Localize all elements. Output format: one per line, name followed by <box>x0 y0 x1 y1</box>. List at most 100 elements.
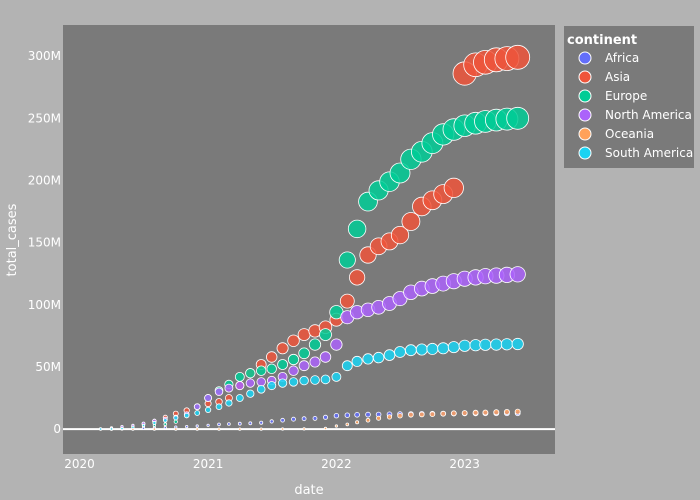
data-point <box>152 427 156 431</box>
series-south-america <box>99 337 524 431</box>
legend-item: South America <box>578 146 693 160</box>
data-point <box>319 328 332 342</box>
data-point <box>372 351 385 364</box>
legend-marker <box>578 70 592 84</box>
data-point <box>447 341 460 354</box>
data-point <box>235 394 244 402</box>
data-point <box>235 381 245 391</box>
data-point <box>354 411 360 418</box>
legend-item: North America <box>578 108 692 122</box>
legend-marker <box>578 127 592 141</box>
data-point <box>479 338 492 351</box>
data-point <box>362 353 374 365</box>
data-point <box>224 383 234 393</box>
data-point <box>347 219 367 239</box>
data-point <box>450 410 457 417</box>
data-point <box>256 377 266 387</box>
data-point <box>312 415 318 421</box>
legend-label: Africa <box>605 51 639 65</box>
data-point <box>109 427 114 431</box>
data-point <box>297 328 311 342</box>
data-markers <box>99 44 531 431</box>
x-axis-title: date <box>294 483 323 498</box>
data-point <box>500 338 513 351</box>
data-point <box>256 384 266 394</box>
data-point <box>259 427 263 431</box>
data-point <box>131 425 135 429</box>
data-point <box>248 421 253 426</box>
data-point <box>461 410 468 416</box>
data-point <box>266 363 277 375</box>
data-point <box>493 409 500 416</box>
data-point <box>509 266 526 283</box>
legend-label: Oceania <box>605 127 654 141</box>
data-point <box>174 427 178 431</box>
data-point <box>408 411 414 418</box>
legend-label: Asia <box>605 70 630 84</box>
data-point <box>277 359 289 370</box>
data-point <box>163 418 168 423</box>
data-point <box>386 414 393 420</box>
data-point <box>344 412 350 418</box>
x-tick-label: 2023 <box>449 457 480 471</box>
data-point <box>426 342 439 355</box>
data-point <box>323 426 328 430</box>
data-point <box>280 427 285 431</box>
data-point <box>404 344 417 357</box>
data-point <box>299 375 309 386</box>
data-point <box>215 403 223 411</box>
data-point <box>204 394 213 402</box>
data-point <box>418 411 425 418</box>
data-point <box>214 387 224 396</box>
legend: continent Africa Asia Europe North America O… <box>564 26 694 168</box>
data-point <box>163 425 167 430</box>
legend-label: North America <box>605 108 692 122</box>
data-point <box>397 413 403 419</box>
data-point <box>355 420 360 425</box>
legend-marker <box>578 146 592 160</box>
data-point <box>185 424 189 429</box>
data-point <box>256 365 267 376</box>
data-point <box>225 399 233 407</box>
data-point <box>458 339 471 352</box>
data-point <box>276 342 289 355</box>
data-point <box>333 413 340 419</box>
data-point <box>440 410 447 417</box>
data-point <box>206 423 210 427</box>
data-point <box>217 422 221 427</box>
legend-label: South America <box>605 146 693 160</box>
data-point <box>429 411 436 418</box>
y-tick-label: 150M <box>28 236 61 250</box>
y-tick-label: 200M <box>28 173 61 187</box>
data-point <box>163 422 168 427</box>
data-point <box>194 410 201 416</box>
data-point <box>506 106 530 130</box>
x-tick-label: 2022 <box>321 457 352 471</box>
data-point <box>514 408 521 415</box>
data-point <box>482 409 489 416</box>
data-point <box>266 351 278 363</box>
data-point <box>217 427 221 431</box>
data-point <box>287 353 300 366</box>
legend-label: Europe <box>605 89 647 103</box>
legend-marker <box>578 51 592 65</box>
data-point <box>339 293 355 309</box>
data-point <box>173 415 179 421</box>
data-point <box>302 427 306 431</box>
data-point <box>245 368 256 379</box>
data-point <box>341 360 353 372</box>
y-axis-ticks: 0 50M 100M 150M 200M 250M 300M <box>28 49 61 436</box>
data-point <box>319 351 332 363</box>
data-point <box>291 416 296 422</box>
y-tick-label: 0 <box>53 422 61 436</box>
data-point <box>334 424 338 428</box>
data-point <box>308 338 322 351</box>
y-tick-label: 50M <box>35 360 61 374</box>
data-point <box>245 378 255 388</box>
data-point <box>298 360 310 372</box>
data-point <box>503 408 510 415</box>
data-point <box>309 356 321 368</box>
data-point <box>322 414 328 420</box>
data-point <box>472 409 479 416</box>
